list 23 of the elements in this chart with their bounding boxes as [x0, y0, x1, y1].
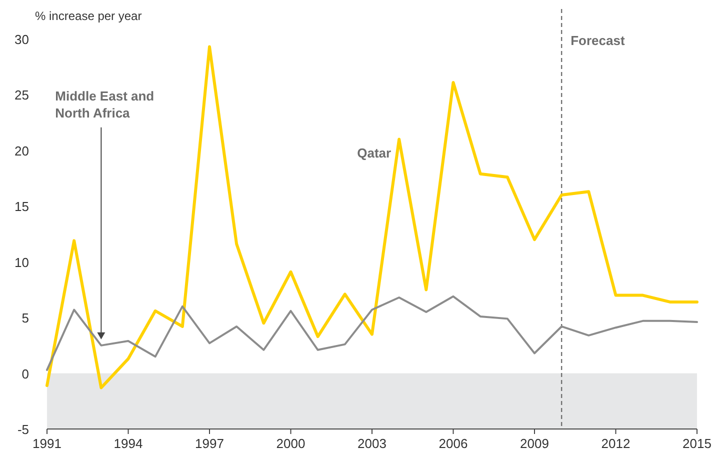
- y-tick-label: 15: [14, 199, 29, 214]
- x-tick-label: 1991: [32, 436, 62, 451]
- x-tick-label: 1994: [114, 436, 143, 451]
- x-tick-label: 2003: [358, 436, 386, 451]
- x-tick-label: 2006: [438, 436, 468, 451]
- y-tick-label: -5: [17, 422, 29, 437]
- line-series: [46, 45, 698, 390]
- x-tick-label: 2000: [276, 436, 306, 451]
- x-tick-label: 2015: [682, 436, 712, 451]
- y-tick-label: 25: [14, 88, 29, 103]
- y-tick-label: 0: [22, 366, 29, 382]
- y-tick-label: 10: [14, 254, 29, 270]
- y-tick-label: 30: [14, 32, 29, 47]
- y-tick-label: 5: [22, 310, 29, 326]
- y-axis-title: % increase per year: [35, 9, 142, 23]
- line-series: [46, 295, 698, 371]
- ref-line-label: Forecast: [570, 33, 626, 48]
- series-label: Qatar: [357, 145, 392, 160]
- y-tick-label: 20: [14, 143, 29, 158]
- x-tick-label: 1997: [195, 436, 224, 451]
- x-tick-label: 2012: [601, 436, 630, 451]
- text: Middle East and North Africa: [55, 88, 154, 120]
- x-tick-label: 2009: [520, 436, 549, 451]
